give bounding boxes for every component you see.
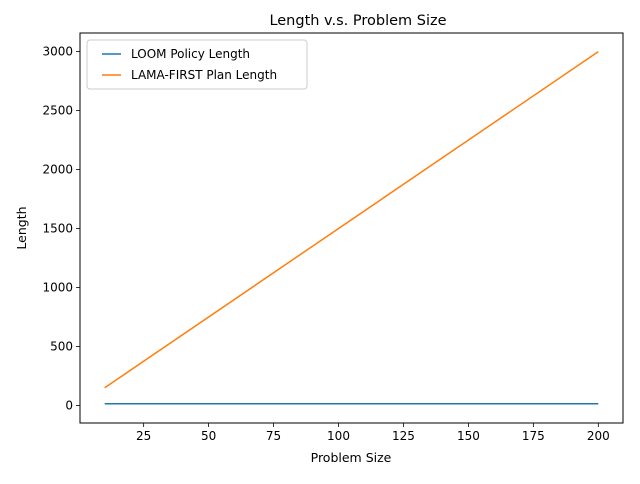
x-tick-label: 175 (522, 429, 545, 443)
legend-label-1: LOOM Policy Length (131, 47, 250, 61)
x-tick-label: 150 (457, 429, 480, 443)
plot-frame (79, 32, 624, 424)
y-tick-label: 2500 (42, 104, 73, 118)
chart-title: Length v.s. Problem Size (269, 13, 446, 29)
legend-box (86, 39, 308, 90)
y-tick-label: 500 (50, 339, 73, 353)
x-tick-label: 125 (392, 429, 415, 443)
x-tick-label: 100 (327, 429, 350, 443)
x-tick-label: 75 (266, 429, 281, 443)
x-tick-label: 200 (587, 429, 610, 443)
y-tick-label: 1500 (42, 222, 73, 236)
x-axis: 25 50 75 100 125 150 175 200 (136, 423, 610, 443)
y-tick-label: 3000 (42, 45, 73, 59)
y-tick-label: 2000 (42, 163, 73, 177)
plot-series (104, 50, 599, 405)
y-tick-label: 1000 (42, 281, 73, 295)
y-axis: 0 500 1000 1500 2000 2500 3000 (42, 45, 80, 412)
x-axis-label: Problem Size (311, 450, 392, 465)
x-tick-label: 50 (201, 429, 216, 443)
series-line-2 (104, 50, 599, 389)
legend: LOOM Policy Length LAMA-FIRST Plan Length (86, 39, 308, 90)
x-tick-label: 25 (136, 429, 151, 443)
y-axis-label: Length (14, 206, 29, 249)
legend-label-2: LAMA-FIRST Plan Length (131, 68, 277, 82)
y-tick-label: 0 (65, 398, 73, 412)
